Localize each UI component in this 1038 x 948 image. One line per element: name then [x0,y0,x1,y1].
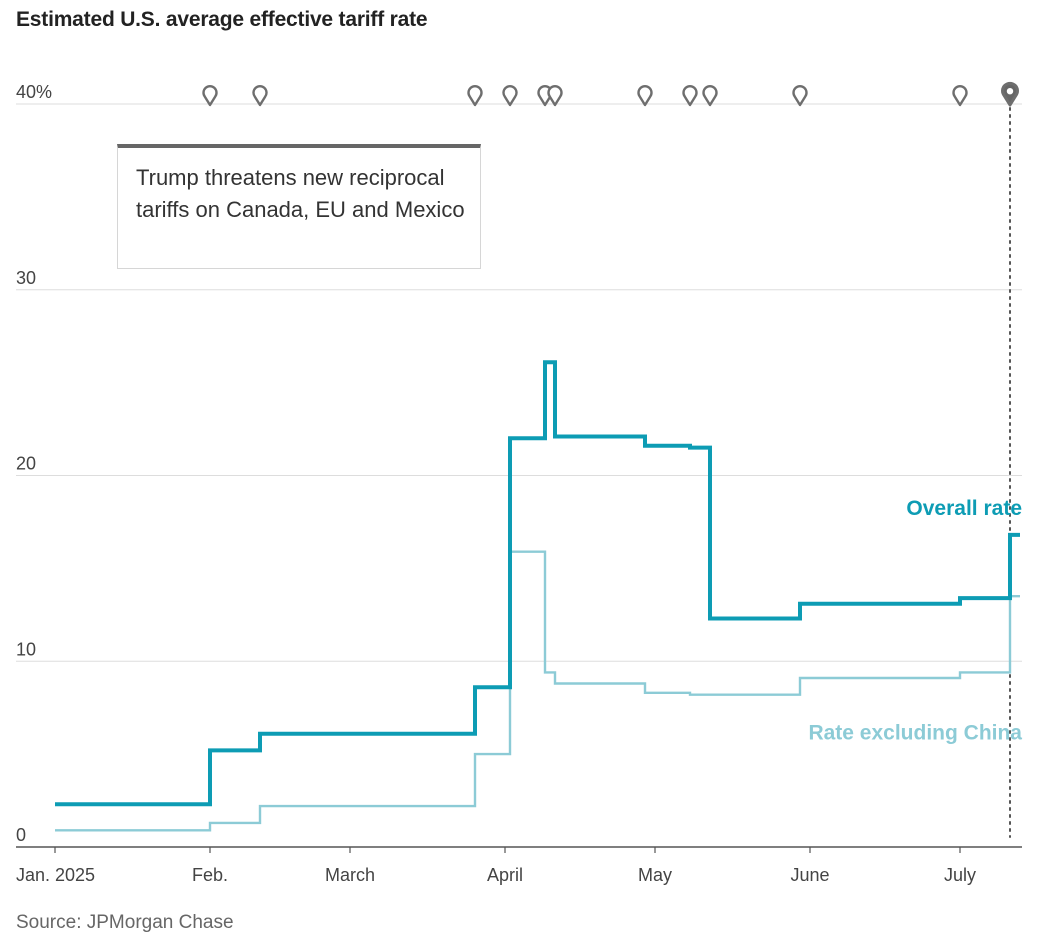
x-tick-label: Jan. 2025 [16,865,95,885]
event-pin-icon[interactable] [682,84,698,107]
event-pin-icon[interactable] [252,84,268,107]
axis-layer: 0 10 20 30 40% Jan. 2025 Feb. March April May June… [16,82,1022,885]
event-pin-icon[interactable] [792,84,808,107]
selected-event-pin-icon[interactable] [1001,81,1019,107]
y-tick-label: 0 [16,825,26,845]
source-note: Source: JPMorgan Chase [16,912,234,933]
chart-title: Estimated U.S. average effective tariff … [16,8,428,31]
x-tick-label: March [325,865,375,885]
event-pin-icon[interactable] [467,84,483,107]
event-pin-icon[interactable] [637,84,653,107]
y-tick-label: 40% [16,82,52,102]
label-layer: Overall rate Rate excluding China [808,497,1022,744]
event-tooltip-text: Trump threatens new reciprocal tariffs o… [136,165,465,222]
overall-rate-label: Overall rate [906,497,1022,520]
event-pin-icon[interactable] [202,84,218,107]
y-tick-label: 10 [16,639,36,659]
excluding-china-line [55,550,1020,832]
event-pin-icon[interactable] [702,84,718,107]
excluding-china-label: Rate excluding China [808,721,1022,744]
y-tick-label: 20 [16,454,36,474]
x-tick-label: July [944,865,976,885]
event-tooltip: Trump threatens new reciprocal tariffs o… [117,144,481,269]
grid-layer [16,103,1022,838]
x-tick-label: April [487,865,523,885]
x-tick-label: May [638,865,672,885]
overall-rate-line [55,360,1020,807]
event-pin-icon[interactable] [502,84,518,107]
y-tick-label: 30 [16,268,36,288]
event-pin-icon[interactable] [952,84,968,107]
x-tick-label: Feb. [192,865,228,885]
event-pin-icon[interactable] [547,84,563,107]
marker-layer [202,81,1019,107]
x-tick-label: June [790,865,829,885]
series-layer [55,360,1020,832]
